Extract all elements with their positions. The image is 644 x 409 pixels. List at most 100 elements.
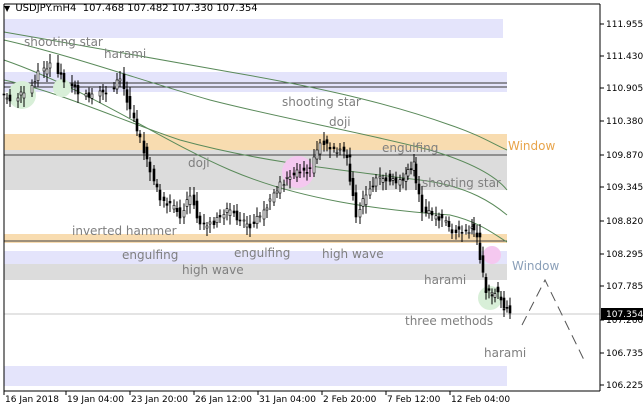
candle-body [98,90,102,97]
candle-body [427,210,431,214]
candle-body [33,81,37,83]
candle-body [312,156,316,174]
time-tick-label: 26 Jan 12:00 [195,395,252,405]
candle-body [182,210,186,218]
candle-body [255,216,259,224]
ma-line-3 [3,79,508,216]
projection-line [521,278,586,363]
candle-body [437,216,441,221]
candle-body [424,206,428,213]
candle-body [282,184,286,186]
candle-body [155,183,159,188]
candle-body [215,217,219,223]
candle-body [450,229,454,234]
candle-body [394,177,398,184]
candle-body [59,72,63,75]
label-engulfing-3: engulfing [234,246,290,260]
candle-body [508,305,512,314]
candle-body [345,155,349,158]
candle-body [8,94,12,102]
candle-body [430,211,434,216]
candle-body [368,188,372,196]
candle-body [45,68,49,75]
zone-orange-lower [4,234,507,243]
candle-body [192,194,196,206]
candle-body [162,196,166,201]
candle-body [138,133,142,138]
price-tick-label: 108.295 [606,250,643,260]
candle-body [464,229,468,232]
candle-body [361,198,365,207]
triangle-down-icon[interactable]: ▼ [4,4,11,13]
candle-body [374,177,378,187]
candle-body [288,176,292,180]
candle-body [414,163,418,184]
current-price-tag: 107.354 [601,308,643,320]
candle-body [101,89,105,93]
candle-body [478,242,482,260]
candle-body [42,67,46,72]
label-harami-1: harami [104,47,146,61]
candle-body [135,118,139,132]
candle-body [388,173,392,182]
label-shooting-star-2: shooting star [282,95,361,109]
candle-body [315,149,319,160]
candle-body [265,207,269,211]
candle-body [398,179,402,186]
candle-body [188,195,192,205]
candle-body [125,89,129,103]
price-axis: 111.955 111.430 110.905 110.380 109.870 109.3… [600,20,643,391]
label-shooting-star-3: shooting star [422,176,501,190]
candle-body [202,222,206,225]
label-window-1: Window [508,139,556,153]
candle-body [493,293,497,298]
candlesticks [2,54,512,319]
candle-body [262,209,266,220]
candle-body [460,232,464,234]
candle-body [19,91,23,96]
price-tick-label: 108.820 [606,217,643,227]
candle-body [56,62,60,74]
candle-body [235,210,239,221]
highlight-green-2 [53,79,71,97]
price-tick-label: 111.955 [606,20,643,30]
price-tick-label: 111.430 [606,52,643,62]
candle-body [381,178,385,183]
candle-body [484,290,488,293]
highlight-green-3 [478,286,502,310]
candle-body [118,78,122,82]
label-three-methods: three methods [405,314,493,328]
candle-body [444,220,448,223]
candle-body [499,296,503,301]
label-high-wave-2: high wave [322,247,384,261]
candle-body [348,154,352,158]
candle-body [409,168,413,170]
candle-body [496,286,500,293]
time-tick-label: 12 Feb 04:00 [451,395,510,405]
candle-body [238,219,242,222]
candle-body [62,73,66,83]
candle-body [115,79,119,90]
candle-body [5,97,9,100]
candle-body [272,192,276,203]
candle-body [76,85,80,95]
zone-upper-blue [4,72,507,92]
candle-body [145,146,149,160]
candle-body [354,192,358,218]
candle-body [278,181,282,194]
candle-body [475,232,479,238]
symbol-label: USDJPY.mH4 [15,3,77,14]
zone-bottom-blue [4,366,507,386]
chart-title-bar: ▼ USDJPY.mH4 107.468 107.482 107.330 107… [4,3,258,14]
ohlc-values: 107.468 107.482 107.330 107.354 [82,3,258,14]
price-tick-label: 109.870 [606,151,643,161]
candle-body [358,209,362,218]
price-tick-label: 110.380 [606,117,643,127]
candle-body [152,168,156,182]
candle-body [338,148,342,151]
candle-body [36,70,40,81]
label-harami-2: harami [424,273,466,287]
candle-body [70,83,74,86]
candle-body [87,92,91,98]
